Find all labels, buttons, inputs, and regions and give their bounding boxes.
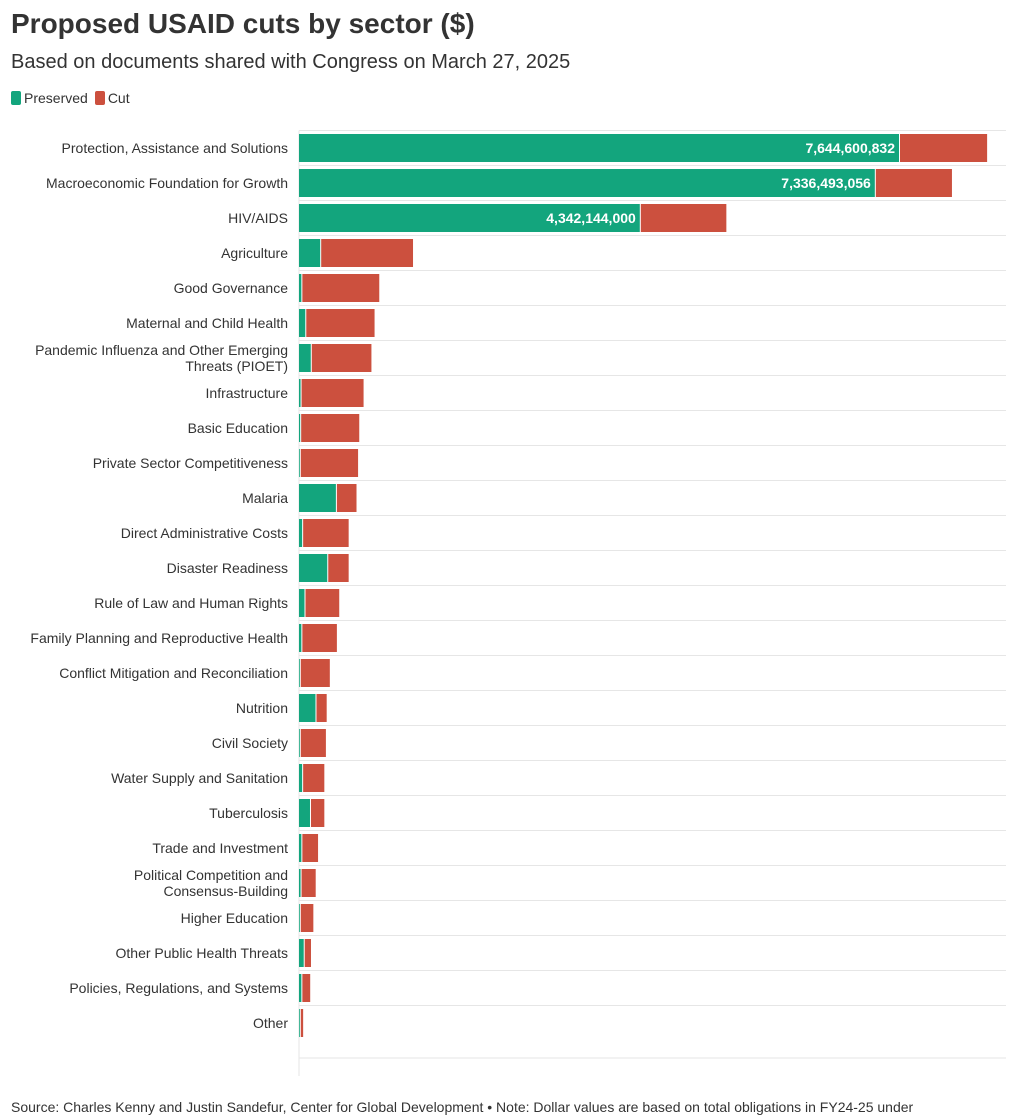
- category-label: Higher Education: [181, 910, 288, 926]
- category-label: Trade and Investment: [152, 840, 288, 856]
- bar-cut: [302, 624, 337, 652]
- category-label: Agriculture: [221, 245, 288, 261]
- bar-cut: [640, 204, 727, 232]
- bar-preserved: [299, 554, 328, 582]
- bar-preserved: [299, 869, 301, 897]
- bar-preserved: [299, 764, 303, 792]
- bar-preserved: [299, 379, 301, 407]
- category-label: Basic Education: [188, 420, 288, 436]
- category-label: Nutrition: [236, 700, 288, 716]
- data-label: 4,342,144,000: [546, 210, 636, 226]
- category-label: Disaster Readiness: [167, 560, 288, 576]
- bar-preserved: [299, 484, 336, 512]
- data-label: 7,336,493,056: [781, 175, 871, 191]
- bar-cut: [900, 134, 988, 162]
- bar-preserved: [299, 344, 311, 372]
- bar-cut: [302, 274, 380, 302]
- bar-cut: [301, 869, 316, 897]
- bar-preserved: [299, 904, 300, 932]
- bar-cut: [300, 904, 314, 932]
- category-label: Maternal and Child Health: [126, 315, 288, 331]
- bar-preserved: [299, 624, 302, 652]
- category-label: Family Planning and Reproductive Health: [30, 630, 288, 646]
- bar-preserved: [299, 239, 321, 267]
- bar-preserved: [299, 309, 306, 337]
- bar-cut: [311, 344, 372, 372]
- bar-preserved: [299, 134, 899, 162]
- bar-cut: [316, 694, 327, 722]
- source-note: Source: Charles Kenny and Justin Sandefu…: [11, 1099, 914, 1115]
- bar-cut: [303, 764, 325, 792]
- bar-preserved: [299, 974, 302, 1002]
- bar-cut: [300, 449, 359, 477]
- legend-label-cut: Cut: [107, 90, 130, 106]
- bar-preserved: [299, 414, 301, 442]
- bar-cut: [336, 484, 357, 512]
- category-label: Other: [253, 1015, 288, 1031]
- legend-swatch-preserved: [11, 91, 21, 105]
- category-label: Tuberculosis: [209, 805, 288, 821]
- bar-preserved: [299, 449, 300, 477]
- category-label: Macroeconomic Foundation for Growth: [46, 175, 288, 191]
- category-label: Direct Administrative Costs: [121, 525, 288, 541]
- category-label: Good Governance: [174, 280, 289, 296]
- bar-preserved: [299, 589, 305, 617]
- bar-chart: Protection, Assistance and Solutions 7,64…: [30, 130, 1006, 1076]
- bar-preserved: [299, 274, 302, 302]
- bar-cut: [301, 414, 360, 442]
- legend-item-cut: Cut: [94, 90, 130, 106]
- chart-subtitle: Based on documents shared with Congress …: [11, 51, 571, 73]
- category-label: HIV/AIDS: [228, 210, 288, 226]
- bar-cut: [302, 834, 319, 862]
- category-label: Infrastructure: [206, 385, 289, 401]
- category-label: Policies, Regulations, and Systems: [69, 980, 288, 996]
- bar-cut: [304, 939, 311, 967]
- bar-cut: [305, 589, 340, 617]
- legend-swatch-cut: [94, 91, 105, 105]
- bar-cut: [306, 309, 375, 337]
- bar-cut: [303, 519, 349, 547]
- chart-legend: Preserved Cut: [11, 90, 137, 106]
- bar-preserved: [299, 204, 640, 232]
- category-label: Civil Society: [212, 735, 288, 751]
- category-label: Other Public Health Threats: [116, 945, 289, 961]
- bar-cut: [328, 554, 349, 582]
- legend-label-preserved: Preserved: [24, 90, 88, 106]
- bar-preserved: [299, 834, 302, 862]
- category-label: Political Competition and Consensus-Build…: [134, 867, 288, 899]
- bar-preserved: [299, 1009, 300, 1037]
- bar-preserved: [299, 729, 300, 757]
- bar-preserved: [299, 694, 316, 722]
- bar-cut: [302, 974, 311, 1002]
- bar-cut: [300, 729, 326, 757]
- bar-preserved: [299, 939, 304, 967]
- legend-item-preserved: Preserved: [11, 90, 88, 106]
- category-label: Rule of Law and Human Rights: [94, 595, 288, 611]
- bar-preserved: [299, 659, 300, 687]
- bar-cut: [300, 659, 330, 687]
- category-label: Protection, Assistance and Solutions: [62, 140, 288, 156]
- bar-cut: [301, 379, 364, 407]
- data-label: 7,644,600,832: [805, 140, 895, 156]
- category-label: Pandemic Influenza and Other Emerging Thr…: [35, 342, 288, 374]
- bar-cut: [321, 239, 414, 267]
- category-label: Water Supply and Sanitation: [111, 770, 288, 786]
- bar-cut: [300, 1009, 304, 1037]
- bar-cut: [310, 799, 325, 827]
- category-label: Conflict Mitigation and Reconciliation: [59, 665, 288, 681]
- category-label: Private Sector Competitiveness: [93, 455, 288, 471]
- bar-cut: [875, 169, 952, 197]
- category-label: Malaria: [242, 490, 288, 506]
- bar-preserved: [299, 519, 303, 547]
- bar-preserved: [299, 799, 310, 827]
- bar-preserved: [299, 169, 875, 197]
- chart-title: Proposed USAID cuts by sector ($): [11, 8, 475, 39]
